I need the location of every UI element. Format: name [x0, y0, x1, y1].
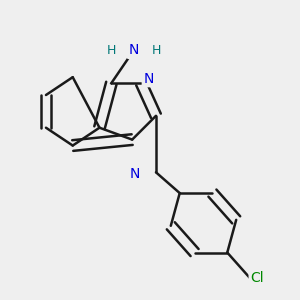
Text: Cl: Cl [250, 271, 264, 285]
Text: N: N [130, 167, 140, 181]
Text: H: H [151, 44, 160, 57]
Text: N: N [143, 72, 154, 86]
Text: H: H [107, 44, 116, 57]
Text: N: N [128, 44, 139, 57]
